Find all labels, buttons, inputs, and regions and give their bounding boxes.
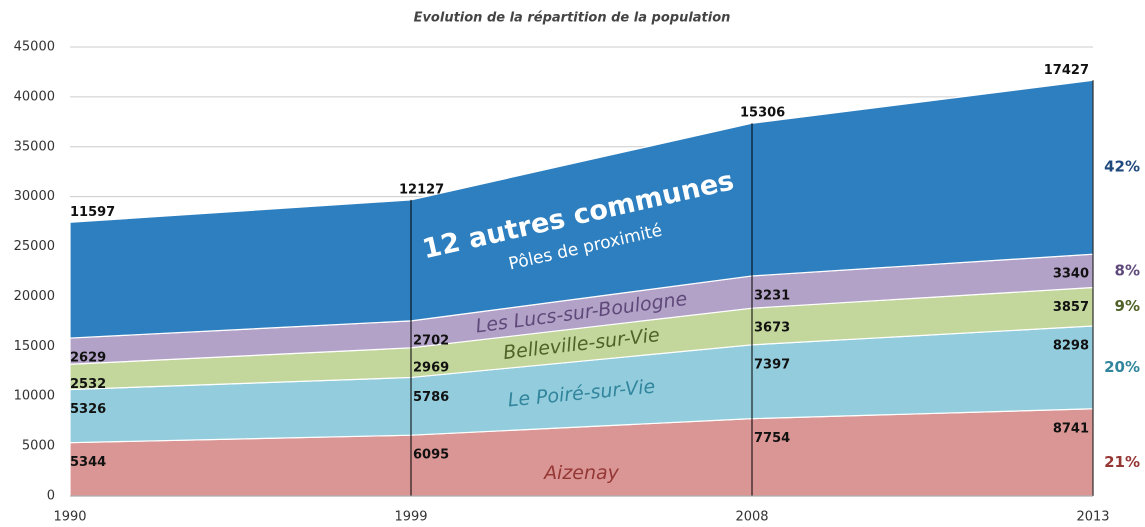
y-tick-label: 45000	[14, 40, 55, 55]
data-label: 3673	[754, 321, 790, 336]
series-label-group: Aizenay	[542, 462, 620, 484]
data-label: 5344	[70, 455, 106, 470]
data-label: 17427	[1044, 63, 1089, 78]
data-label: 6095	[413, 448, 449, 463]
y-tick-label: 40000	[14, 89, 55, 104]
y-tick-label: 0	[47, 489, 55, 504]
y-tick-label: 20000	[14, 289, 55, 304]
y-tick-label: 5000	[22, 439, 55, 454]
data-label: 8741	[1053, 421, 1089, 436]
data-label: 2532	[70, 377, 106, 392]
data-label: 7397	[754, 357, 790, 372]
y-tick-label: 35000	[14, 139, 55, 154]
data-label: 12127	[399, 182, 444, 197]
x-tick-label: 2013	[1076, 510, 1109, 525]
data-label: 11597	[70, 205, 115, 220]
data-label: 7754	[754, 431, 790, 446]
data-label: 3231	[754, 288, 790, 303]
share-label: 42%	[1104, 158, 1140, 176]
data-label: 2702	[413, 333, 449, 348]
data-label: 3340	[1053, 267, 1089, 282]
x-tick-label: 1999	[394, 510, 427, 525]
y-tick-label: 30000	[14, 189, 55, 204]
data-label: 3857	[1053, 300, 1089, 315]
y-tick-label: 15000	[14, 339, 55, 354]
share-label: 20%	[1104, 358, 1140, 376]
share-label: 8%	[1115, 261, 1140, 279]
share-label: 21%	[1104, 453, 1140, 471]
chart-title: Evolution de la répartition de la popula…	[414, 11, 731, 26]
data-label: 15306	[740, 106, 785, 121]
data-label: 2969	[413, 360, 449, 375]
y-tick-label: 10000	[14, 389, 55, 404]
share-label: 9%	[1115, 297, 1140, 315]
x-tick-label: 2008	[735, 510, 768, 525]
x-tick-label: 1990	[53, 510, 86, 525]
data-label: 2629	[70, 351, 106, 366]
y-tick-label: 25000	[14, 239, 55, 254]
series-label: Aizenay	[542, 462, 620, 484]
data-label: 8298	[1053, 338, 1089, 353]
data-label: 5786	[413, 390, 449, 405]
data-label: 5326	[70, 402, 106, 417]
